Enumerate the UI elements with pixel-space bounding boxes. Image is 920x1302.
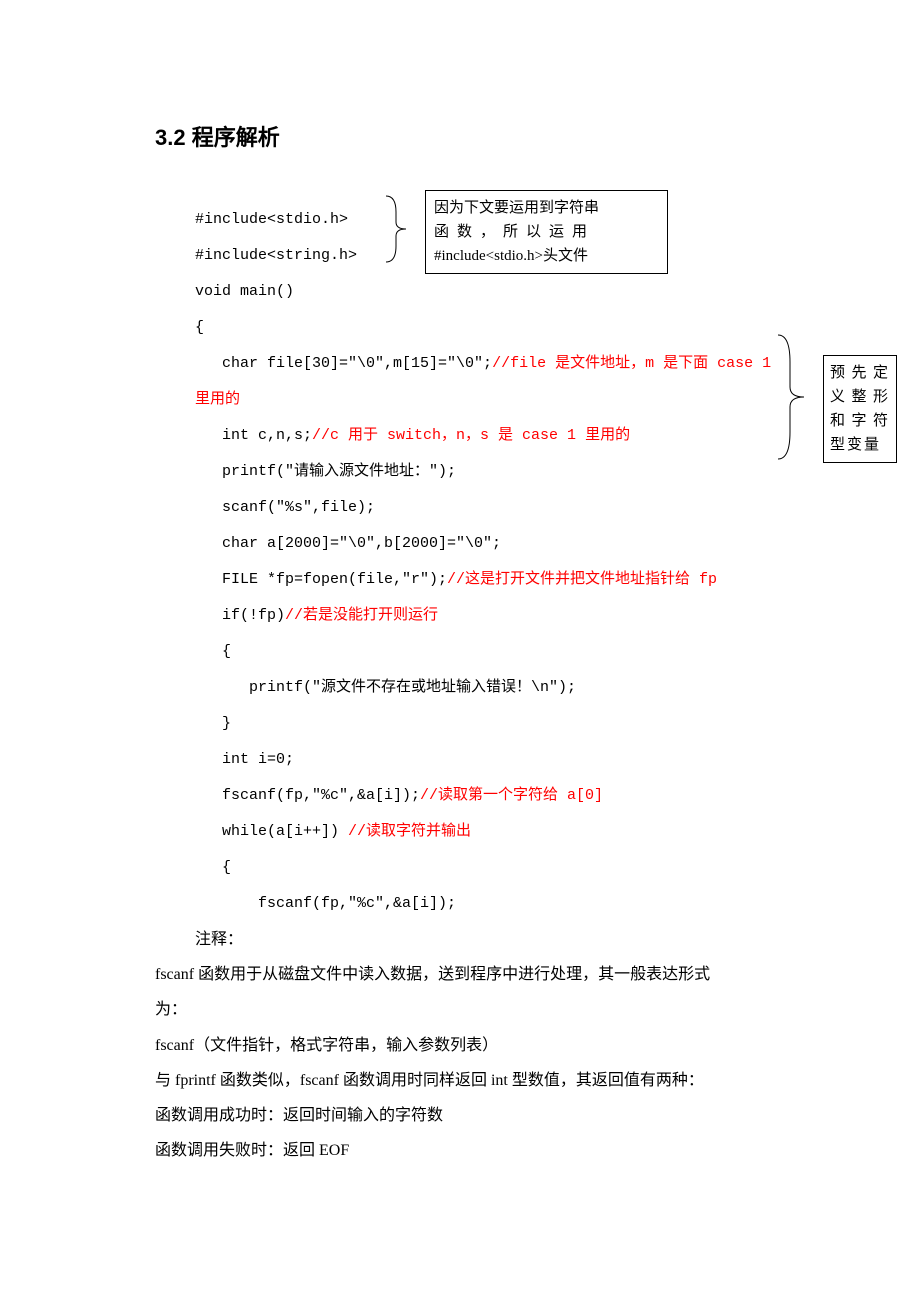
code-line: scanf("%s",file); (155, 490, 860, 526)
explain-line: 为： (155, 992, 860, 1027)
code-line: FILE *fp=fopen(file,"r");//这是打开文件并把文件地址指… (155, 562, 860, 598)
code-line: printf("请输入源文件地址："); (155, 454, 860, 490)
code-line: 里用的 (155, 382, 860, 418)
code-line: while(a[i++]) //读取字符并输出 (155, 814, 860, 850)
code-line: printf("源文件不存在或地址输入错误！\n"); (155, 670, 860, 706)
explain-line: 注释： (155, 922, 860, 957)
code-line: int i=0; (155, 742, 860, 778)
code-block: #include<stdio.h> #include<string.h> voi… (155, 202, 860, 922)
code-line: #include<stdio.h> (155, 202, 860, 238)
code-line: fscanf(fp,"%c",&a[i]); (155, 886, 860, 922)
explanation-block: 注释： fscanf 函数用于从磁盘文件中读入数据，送到程序中进行处理，其一般表… (155, 922, 860, 1168)
code-line: char a[2000]="\0",b[2000]="\0"; (155, 526, 860, 562)
explain-line: 函数调用失败时：返回 EOF (155, 1133, 860, 1168)
explain-line: 与 fprintf 函数类似，fscanf 函数调用时同样返回 int 型数值，… (155, 1063, 860, 1098)
explain-line: fscanf 函数用于从磁盘文件中读入数据，送到程序中进行处理，其一般表达形式 (155, 957, 860, 992)
explain-line: 函数调用成功时：返回时间输入的字符数 (155, 1098, 860, 1133)
code-line: if(!fp)//若是没能打开则运行 (155, 598, 860, 634)
code-line: { (155, 634, 860, 670)
explain-line: fscanf（文件指针，格式字符串，输入参数列表） (155, 1028, 860, 1063)
code-line: char file[30]="\0",m[15]="\0";//file 是文件… (155, 346, 860, 382)
code-line: void main() (155, 274, 860, 310)
code-line: } (155, 706, 860, 742)
code-line: #include<string.h> (155, 238, 860, 274)
code-line: fscanf(fp,"%c",&a[i]);//读取第一个字符给 a[0] (155, 778, 860, 814)
section-title: 3.2 程序解析 (155, 120, 860, 152)
code-line: { (155, 850, 860, 886)
code-line: int c,n,s;//c 用于 switch，n，s 是 case 1 里用的 (155, 418, 860, 454)
code-line: { (155, 310, 860, 346)
